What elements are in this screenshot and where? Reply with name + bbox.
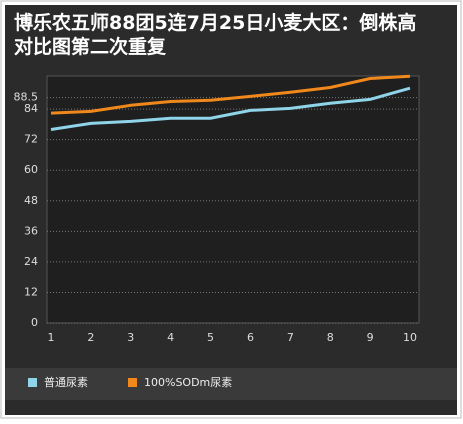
x-tick-label: 9 xyxy=(367,331,374,344)
series-line xyxy=(50,86,411,131)
y-tick-label: 24 xyxy=(24,255,38,268)
y-tick-label: 88.5 xyxy=(14,91,39,104)
plot-area xyxy=(46,75,420,324)
y-tick-label: 72 xyxy=(24,133,38,146)
y-tick-label: 60 xyxy=(24,163,38,176)
title-line: 博乐农五师88团5连7月25日小麦大区：倒株高 xyxy=(14,11,416,34)
x-tick-label: 2 xyxy=(87,331,94,344)
x-tick-label: 3 xyxy=(127,331,134,344)
chart-title: 博乐农五师88团5连7月25日小麦大区：倒株高对比图第二次重复 xyxy=(14,11,416,58)
legend-bar xyxy=(5,368,457,400)
legend-label: 普通尿素 xyxy=(44,375,88,389)
y-tick-label: 36 xyxy=(24,224,38,237)
y-tick-label: 0 xyxy=(31,316,38,329)
y-tick-label: 12 xyxy=(24,285,38,298)
x-tick-label: 5 xyxy=(207,331,214,344)
x-tick-label: 6 xyxy=(247,331,254,344)
x-tick-label: 1 xyxy=(48,331,55,344)
y-tick-label: 48 xyxy=(24,194,38,207)
legend-label: 100%SODm尿素 xyxy=(144,376,232,389)
legend-swatch xyxy=(28,378,37,387)
x-tick-label: 10 xyxy=(403,331,417,344)
series-line xyxy=(50,74,411,115)
x-tick-label: 8 xyxy=(327,331,334,344)
x-tick-label: 4 xyxy=(167,331,174,344)
x-tick-label: 7 xyxy=(287,331,294,344)
legend-swatch xyxy=(128,378,137,387)
y-tick-label: 84 xyxy=(24,102,38,115)
title-line: 对比图第二次重复 xyxy=(14,35,167,58)
